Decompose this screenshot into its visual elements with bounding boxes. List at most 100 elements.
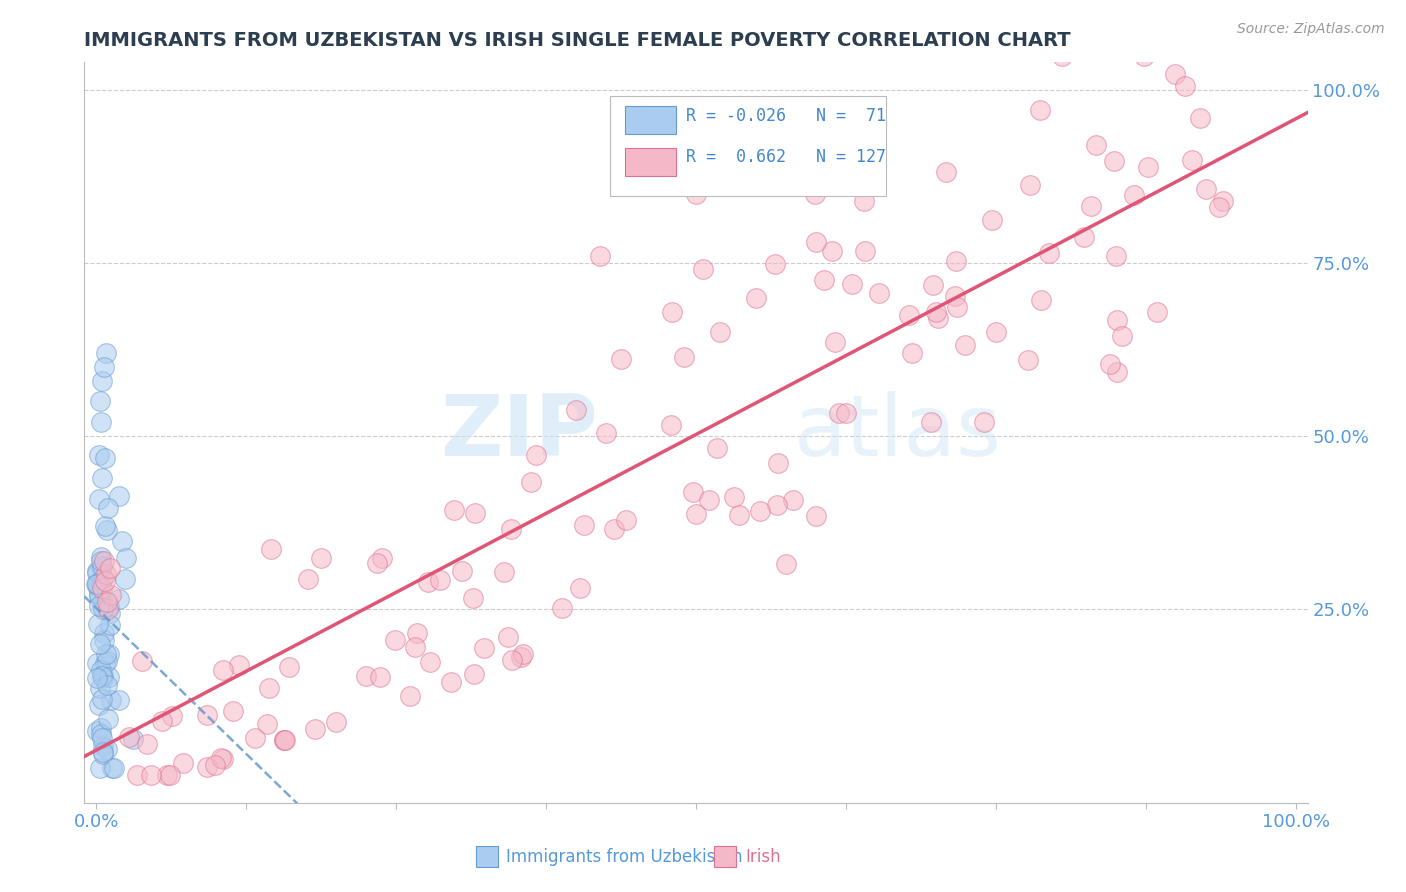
Point [728,508,751,523]
Point [501,522,523,536]
Point [520,475,543,489]
Point [136,738,159,752]
Point [405,626,427,640]
Point [195,760,218,774]
Point [172,756,194,770]
Point [212,752,235,766]
Point [108,592,131,607]
Point [228,658,250,673]
Text: ZIP: ZIP [440,391,598,475]
Point [89,587,111,601]
Point [93,672,115,686]
Point [1098,357,1121,371]
Point [1084,138,1107,153]
Point [568,581,591,595]
Point [697,492,720,507]
Point [93,359,115,374]
Point [93,574,117,589]
Point [464,506,486,520]
Point [682,484,704,499]
FancyBboxPatch shape [475,847,498,867]
Point [125,768,148,782]
Point [100,693,122,707]
Point [472,640,495,655]
Point [659,418,682,433]
Point [204,757,226,772]
Point [96,595,118,609]
Point [222,704,245,718]
Point [981,213,1004,227]
Point [595,425,617,440]
Point [93,518,115,533]
Point [278,660,301,674]
Point [260,542,283,557]
Point [156,768,179,782]
Point [1050,49,1073,63]
Point [86,576,108,591]
Point [443,502,465,516]
Point [94,567,117,582]
Point [94,450,117,465]
Point [1102,154,1125,169]
Point [943,288,966,302]
Point [91,747,114,761]
Point [87,589,110,603]
Point [419,655,441,669]
Point [354,669,377,683]
Point [775,558,797,572]
Point [103,761,125,775]
Point [101,761,124,775]
Point [243,731,266,746]
Point [935,165,957,179]
Point [96,654,118,668]
Point [925,304,948,318]
Point [510,650,533,665]
Point [273,733,295,747]
Point [868,285,890,300]
Point [661,304,683,318]
Point [93,602,115,616]
Point [429,574,451,588]
Point [501,653,523,667]
Point [440,674,463,689]
Point [97,602,120,616]
Point [91,374,114,388]
Point [418,575,440,590]
Point [813,273,835,287]
Point [122,731,145,746]
Point [159,768,181,782]
Point [853,194,876,209]
Point [297,572,319,586]
Point [524,448,547,462]
Point [97,501,120,516]
Point [828,406,851,420]
Point [91,731,114,746]
Point [160,708,183,723]
Point [1194,182,1216,196]
Point [1208,200,1230,214]
Point [572,518,595,533]
Point [841,277,863,291]
Point [921,277,943,292]
Point [804,509,827,524]
Point [91,739,114,753]
Point [90,663,112,677]
Point [94,346,117,360]
Point [450,564,472,578]
Text: Irish: Irish [745,848,780,866]
Point [1181,153,1204,167]
Point [89,637,111,651]
Point [804,186,827,201]
Point [602,522,624,536]
Text: Source: ZipAtlas.com: Source: ZipAtlas.com [1237,22,1385,37]
Point [824,334,846,349]
Point [141,768,163,782]
Point [1019,178,1042,193]
Point [706,442,728,456]
Point [87,449,110,463]
Point [304,723,326,737]
Point [97,647,120,661]
Point [766,498,789,512]
Point [98,670,121,684]
Point [274,733,297,747]
